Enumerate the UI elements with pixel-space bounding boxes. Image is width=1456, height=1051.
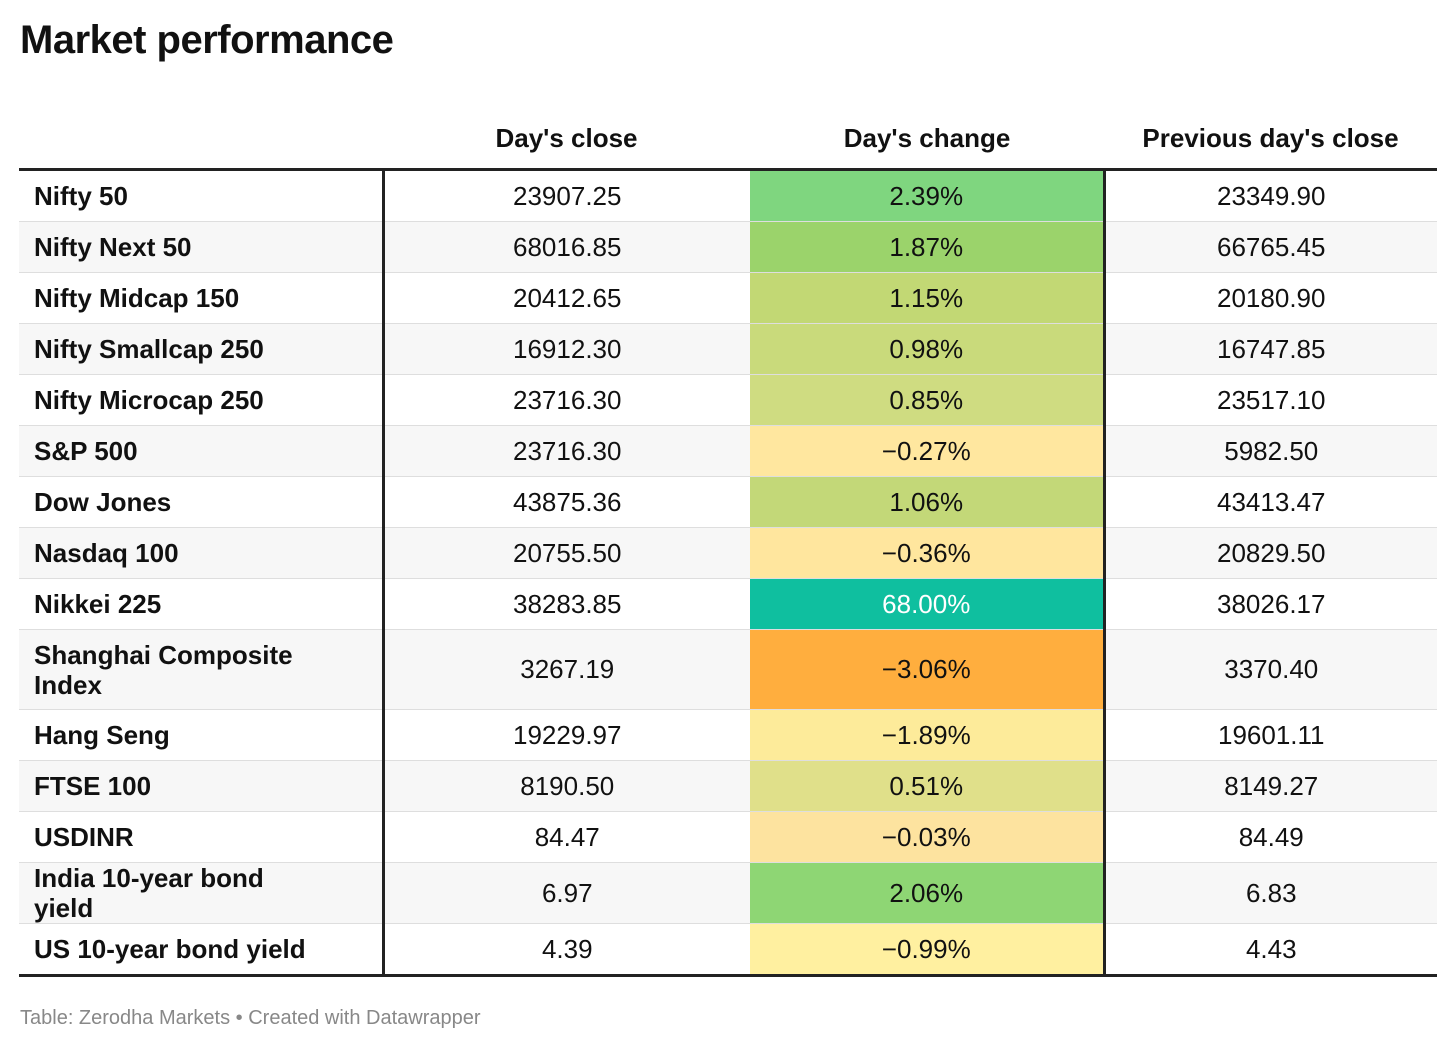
days-close-cell: 43875.36 bbox=[383, 476, 750, 528]
previous-close-cell: 5982.50 bbox=[1104, 425, 1437, 477]
row-name: Shanghai Composite Index bbox=[19, 629, 385, 710]
previous-close-cell: 19601.11 bbox=[1104, 709, 1437, 761]
previous-close-cell: 23349.90 bbox=[1104, 169, 1437, 222]
chart-title: Market performance bbox=[20, 18, 394, 62]
header-row: Day's close Day's change Previous day's … bbox=[19, 108, 1437, 171]
previous-close-cell: 66765.45 bbox=[1104, 221, 1437, 273]
table-row: Hang Seng 19229.97 −1.89% 19601.11 bbox=[19, 709, 1437, 761]
table-row: Nasdaq 100 20755.50 −0.36% 20829.50 bbox=[19, 527, 1437, 579]
days-close-cell: 84.47 bbox=[383, 811, 750, 863]
header-days-close: Day's close bbox=[383, 108, 750, 171]
previous-close-cell: 84.49 bbox=[1104, 811, 1437, 863]
days-change-cell: −3.06% bbox=[750, 629, 1106, 710]
previous-close-cell: 16747.85 bbox=[1104, 323, 1437, 375]
source-footer: Table: Zerodha Markets • Created with Da… bbox=[20, 1007, 481, 1029]
row-name: Dow Jones bbox=[19, 476, 385, 528]
table-row: USDINR 84.47 −0.03% 84.49 bbox=[19, 811, 1437, 863]
table-row: India 10-year bond yield 6.97 2.06% 6.83 bbox=[19, 862, 1437, 924]
days-change-cell: 0.85% bbox=[750, 374, 1106, 426]
days-close-cell: 6.97 bbox=[383, 862, 750, 924]
days-close-cell: 3267.19 bbox=[383, 629, 750, 710]
row-name: Nifty Midcap 150 bbox=[19, 272, 385, 324]
days-change-cell: 1.06% bbox=[750, 476, 1106, 528]
row-name: Nikkei 225 bbox=[19, 578, 385, 630]
days-change-cell: −1.89% bbox=[750, 709, 1106, 761]
row-name: FTSE 100 bbox=[19, 760, 385, 812]
market-table: Day's close Day's change Previous day's … bbox=[19, 108, 1437, 977]
row-name: US 10-year bond yield bbox=[19, 923, 385, 977]
days-change-cell: 1.87% bbox=[750, 221, 1106, 273]
row-name: Nifty Microcap 250 bbox=[19, 374, 385, 426]
previous-close-cell: 4.43 bbox=[1104, 923, 1437, 977]
row-name: USDINR bbox=[19, 811, 385, 863]
previous-close-cell: 23517.10 bbox=[1104, 374, 1437, 426]
table-row: FTSE 100 8190.50 0.51% 8149.27 bbox=[19, 760, 1437, 812]
table-body: Nifty 50 23907.25 2.39% 23349.90 Nifty Next … bbox=[19, 169, 1437, 977]
previous-close-cell: 8149.27 bbox=[1104, 760, 1437, 812]
days-close-cell: 20412.65 bbox=[383, 272, 750, 324]
days-close-cell: 19229.97 bbox=[383, 709, 750, 761]
days-change-cell: −0.03% bbox=[750, 811, 1106, 863]
days-change-cell: 1.15% bbox=[750, 272, 1106, 324]
days-change-cell: 2.39% bbox=[750, 169, 1106, 222]
days-change-cell: 68.00% bbox=[750, 578, 1106, 630]
days-close-cell: 16912.30 bbox=[383, 323, 750, 375]
table-row: US 10-year bond yield 4.39 −0.99% 4.43 bbox=[19, 923, 1437, 977]
days-close-cell: 4.39 bbox=[383, 923, 750, 977]
days-close-cell: 23716.30 bbox=[383, 374, 750, 426]
days-change-cell: −0.36% bbox=[750, 527, 1106, 579]
days-close-cell: 38283.85 bbox=[383, 578, 750, 630]
days-close-cell: 68016.85 bbox=[383, 221, 750, 273]
previous-close-cell: 20829.50 bbox=[1104, 527, 1437, 579]
table-row: Nikkei 225 38283.85 68.00% 38026.17 bbox=[19, 578, 1437, 630]
row-name: Nifty Next 50 bbox=[19, 221, 385, 273]
days-close-cell: 20755.50 bbox=[383, 527, 750, 579]
row-name: India 10-year bond yield bbox=[19, 862, 385, 924]
days-change-cell: 0.51% bbox=[750, 760, 1106, 812]
table-row: Nifty Next 50 68016.85 1.87% 66765.45 bbox=[19, 221, 1437, 273]
previous-close-cell: 3370.40 bbox=[1104, 629, 1437, 710]
row-name: S&P 500 bbox=[19, 425, 385, 477]
days-close-cell: 8190.50 bbox=[383, 760, 750, 812]
table-row: Nifty Smallcap 250 16912.30 0.98% 16747.85 bbox=[19, 323, 1437, 375]
table-row: Shanghai Composite Index 3267.19 −3.06% 337… bbox=[19, 629, 1437, 710]
row-name: Nasdaq 100 bbox=[19, 527, 385, 579]
row-name: Nifty Smallcap 250 bbox=[19, 323, 385, 375]
days-change-cell: 2.06% bbox=[750, 862, 1106, 924]
table-row: Nifty Midcap 150 20412.65 1.15% 20180.90 bbox=[19, 272, 1437, 324]
header-previous-close: Previous day's close bbox=[1104, 108, 1437, 171]
days-close-cell: 23716.30 bbox=[383, 425, 750, 477]
header-index bbox=[19, 108, 383, 171]
previous-close-cell: 43413.47 bbox=[1104, 476, 1437, 528]
days-close-cell: 23907.25 bbox=[383, 169, 750, 222]
days-change-cell: −0.99% bbox=[750, 923, 1106, 977]
row-name: Nifty 50 bbox=[19, 169, 385, 222]
table-row: Nifty 50 23907.25 2.39% 23349.90 bbox=[19, 169, 1437, 222]
row-name: Hang Seng bbox=[19, 709, 385, 761]
table-row: Dow Jones 43875.36 1.06% 43413.47 bbox=[19, 476, 1437, 528]
days-change-cell: −0.27% bbox=[750, 425, 1106, 477]
table-row: Nifty Microcap 250 23716.30 0.85% 23517.10 bbox=[19, 374, 1437, 426]
days-change-cell: 0.98% bbox=[750, 323, 1106, 375]
table-row: S&P 500 23716.30 −0.27% 5982.50 bbox=[19, 425, 1437, 477]
header-days-change: Day's change bbox=[750, 108, 1104, 171]
previous-close-cell: 20180.90 bbox=[1104, 272, 1437, 324]
previous-close-cell: 38026.17 bbox=[1104, 578, 1437, 630]
previous-close-cell: 6.83 bbox=[1104, 862, 1437, 924]
